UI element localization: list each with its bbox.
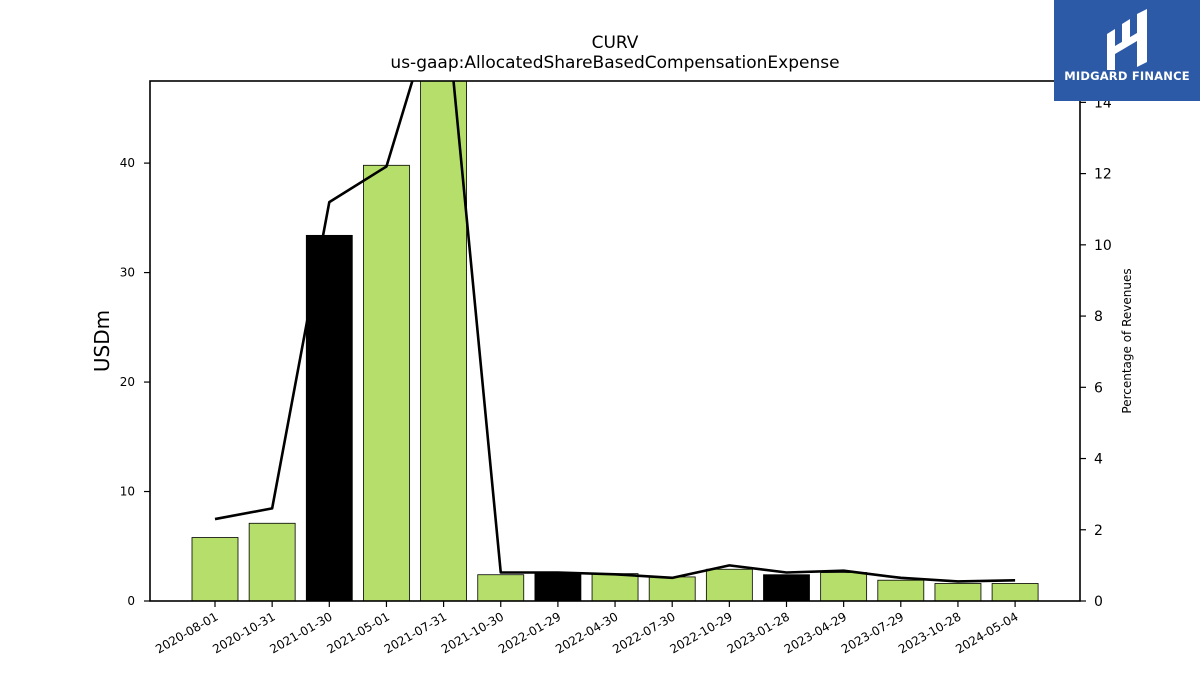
bar-2022-07-30	[648, 576, 696, 601]
percentage-line	[214, 81, 1016, 583]
bar-2023-04-29	[820, 572, 868, 601]
x-tick-label: 2024-05-04	[953, 609, 1020, 656]
y-tick-label: 0	[127, 594, 135, 608]
bar-series	[191, 81, 1039, 601]
chart-title: CURV	[592, 33, 639, 53]
x-tick-label: 2023-04-29	[782, 609, 849, 656]
x-tick-label: 2022-01-29	[496, 609, 563, 656]
y2-axis-label: Percentage of Revenues	[1120, 268, 1134, 413]
y2-tick-label: 8	[1094, 309, 1103, 325]
x-tick-label: 2021-05-01	[325, 609, 392, 656]
y-tick-label: 30	[120, 266, 135, 280]
y-tick-label: 40	[120, 156, 135, 170]
x-tick-label: 2022-07-30	[610, 609, 677, 656]
y2-tick-label: 4	[1094, 452, 1103, 468]
x-tick-label: 2023-01-28	[725, 609, 792, 656]
bar-2021-10-30	[477, 574, 525, 601]
x-tick-label: 2021-07-31	[382, 609, 449, 656]
x-tick-label: 2022-04-30	[553, 609, 620, 656]
y-tick-label: 10	[120, 485, 135, 499]
chart-subtitle: us-gaap:AllocatedShareBasedCompensationE…	[390, 53, 839, 73]
x-tick-label: 2020-08-01	[153, 609, 220, 656]
y2-tick-label: 10	[1094, 238, 1112, 254]
bar-2020-08-01	[191, 537, 239, 601]
y-axis-label: USDm	[90, 310, 114, 372]
x-tick-label: 2021-10-30	[439, 609, 506, 656]
logo-text: MIDGARD FINANCE	[1064, 69, 1190, 83]
bar-2021-05-01	[363, 164, 410, 601]
brand-logo: MIDGARD FINANCE	[1054, 0, 1200, 101]
bar-2023-10-28	[934, 583, 982, 601]
bar-2022-01-29	[534, 572, 582, 601]
bar-2021-07-31	[420, 81, 468, 601]
x-tick-label: 2023-10-28	[896, 609, 963, 656]
y2-tick-label: 2	[1094, 523, 1103, 539]
y-axis-ticks: 0 10 20 30 40	[120, 156, 150, 608]
bar-2024-05-04	[991, 583, 1039, 601]
y2-tick-label: 6	[1094, 380, 1103, 396]
x-tick-label: 2021-01-30	[267, 609, 334, 656]
bar-2020-10-31	[248, 522, 296, 601]
x-axis-ticks: 2020-08-012020-10-312021-01-302021-05-01…	[153, 601, 1021, 656]
y2-tick-label: 0	[1094, 594, 1103, 610]
bar-2023-07-29	[877, 579, 925, 601]
y2-tick-label: 12	[1094, 167, 1112, 183]
x-tick-label: 2022-10-29	[667, 609, 734, 656]
logo-mark-icon	[1107, 9, 1147, 70]
bar-2021-01-30	[305, 234, 353, 601]
bar-2022-10-29	[705, 568, 753, 601]
x-tick-label: 2023-07-29	[839, 609, 906, 656]
line-series	[214, 81, 1016, 583]
y-tick-label: 20	[120, 375, 135, 389]
bar-2023-01-28	[763, 574, 810, 601]
x-tick-label: 2020-10-31	[210, 609, 277, 656]
bar-2022-04-30	[591, 573, 639, 601]
